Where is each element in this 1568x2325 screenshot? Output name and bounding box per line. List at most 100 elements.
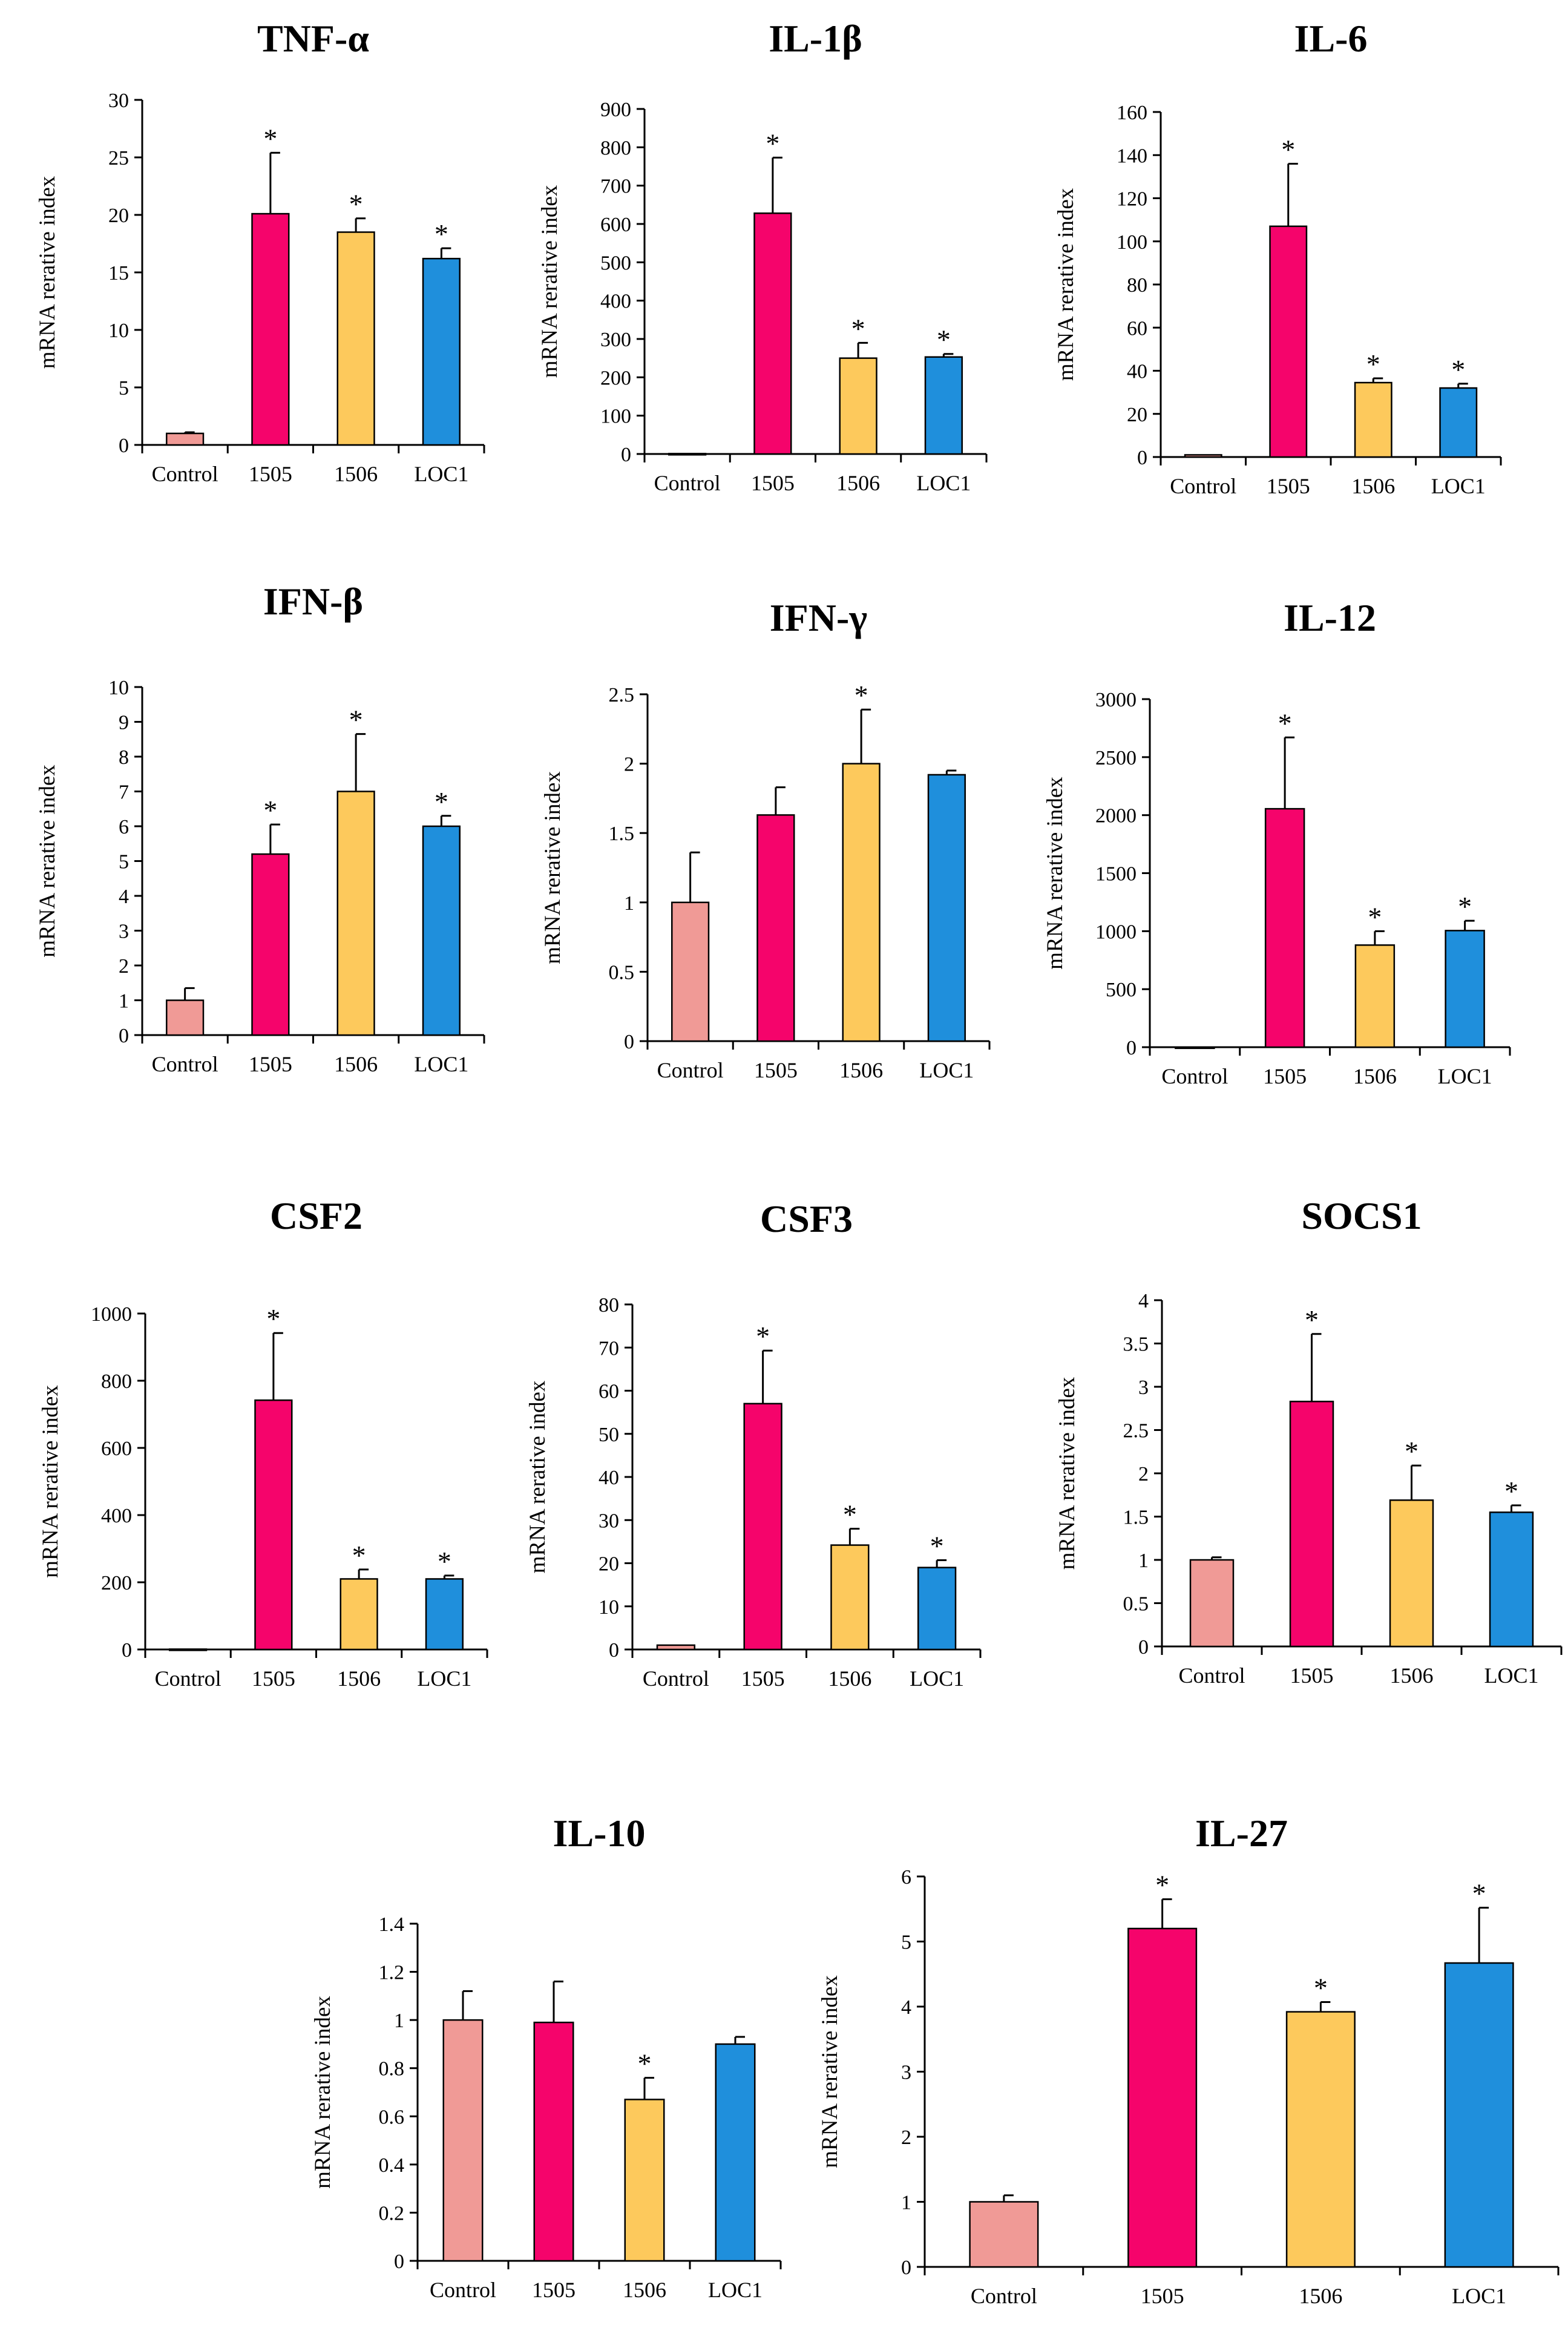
y-tick-label: 20 [108, 205, 129, 227]
y-tick-label: 60 [599, 1381, 619, 1403]
bar [927, 774, 966, 1042]
chart-title: IL-27 [1195, 1812, 1288, 1855]
bar [254, 1399, 293, 1651]
x-tick-label: 1506 [1353, 1064, 1397, 1088]
y-tick-label: 1.4 [379, 1913, 405, 1936]
y-tick-label: 900 [600, 99, 631, 121]
y-tick-label: 20 [599, 1553, 619, 1576]
y-axis-label: mRNA rerative index [310, 1996, 335, 2189]
y-tick-label: 7 [119, 781, 129, 804]
y-tick-label: 3 [901, 2062, 911, 2084]
y-tick-label: 10 [108, 677, 129, 699]
x-tick-label: LOC1 [414, 1052, 468, 1076]
y-tick-label: 600 [101, 1438, 132, 1460]
x-tick-label: 1505 [249, 462, 292, 486]
y-tick-label: 0 [1137, 447, 1147, 469]
y-tick-label: 2 [901, 2126, 911, 2149]
significance-marker: * [930, 1531, 944, 1562]
y-tick-label: 0 [901, 2257, 911, 2279]
y-axis-label: mRNA rerative index [540, 771, 565, 964]
chart-title: IFN-β [263, 580, 363, 623]
bar [251, 853, 290, 1036]
y-tick-label: 1.2 [379, 1962, 405, 1984]
bar [668, 453, 707, 456]
x-tick-label: 1506 [839, 1058, 883, 1082]
x-tick-label: 1505 [252, 1666, 295, 1691]
y-tick-label: 0 [621, 444, 631, 466]
y-tick-label: 100 [600, 406, 631, 428]
bar [1489, 1511, 1534, 1648]
chart-title: IFN-γ [770, 596, 868, 639]
y-tick-label: 0 [1126, 1037, 1137, 1059]
y-tick-label: 30 [599, 1510, 619, 1532]
x-tick-label: Control [152, 462, 218, 486]
bar [715, 2043, 756, 2262]
bar [624, 2099, 665, 2262]
y-tick-label: 160 [1117, 102, 1147, 124]
x-tick-label: Control [430, 2278, 496, 2302]
y-tick-label: 5 [119, 377, 129, 400]
y-tick-label: 10 [108, 320, 129, 342]
y-tick-label: 80 [1127, 274, 1147, 297]
y-axis-label: mRNA rerative index [35, 765, 60, 958]
bar [1285, 2011, 1356, 2268]
bar [251, 212, 290, 446]
significance-marker: * [438, 1546, 451, 1577]
bar [1189, 1559, 1235, 1648]
y-axis-label: mRNA rerative index [38, 1385, 63, 1578]
y-tick-label: 2000 [1095, 805, 1137, 827]
bar [924, 356, 963, 455]
y-tick-label: 6 [119, 816, 129, 838]
y-tick-label: 3000 [1095, 689, 1137, 711]
significance-marker: * [1472, 1878, 1486, 1909]
y-tick-label: 3 [119, 921, 129, 943]
bar [336, 791, 375, 1036]
x-tick-label: 1505 [741, 1666, 785, 1691]
chart-title: TNF-α [257, 17, 369, 60]
significance-marker: * [266, 1303, 280, 1334]
significance-marker: * [756, 1321, 770, 1352]
y-tick-label: 10 [599, 1596, 619, 1619]
x-tick-label: 1505 [751, 471, 795, 495]
bar [1264, 807, 1305, 1048]
y-tick-label: 0 [119, 1025, 129, 1047]
x-tick-label: 1505 [1290, 1663, 1334, 1688]
significance-marker: * [1451, 354, 1465, 385]
y-tick-label: 0.4 [379, 2154, 405, 2177]
y-tick-label: 2.5 [1123, 1420, 1149, 1442]
chart-title: IL-1β [769, 17, 862, 60]
bar [1289, 1401, 1334, 1648]
y-tick-label: 2.5 [609, 684, 635, 706]
bar [756, 814, 795, 1042]
bar [830, 1544, 870, 1651]
bar [1444, 1962, 1514, 2268]
bar [743, 1403, 782, 1651]
bar [671, 901, 710, 1042]
y-tick-label: 400 [600, 291, 631, 313]
x-tick-label: LOC1 [1431, 474, 1486, 498]
x-tick-label: 1506 [1390, 1663, 1434, 1688]
bar [1269, 225, 1308, 458]
y-tick-label: 1 [394, 2010, 404, 2032]
x-tick-label: LOC1 [414, 462, 468, 486]
y-tick-label: 3 [1138, 1376, 1149, 1399]
x-tick-label: 1506 [1299, 2284, 1342, 2308]
y-tick-label: 0 [1138, 1636, 1149, 1659]
y-tick-label: 50 [599, 1424, 619, 1446]
y-tick-label: 1.5 [1123, 1507, 1149, 1529]
y-tick-label: 3.5 [1123, 1334, 1149, 1356]
x-tick-label: 1505 [532, 2278, 576, 2302]
significance-marker: * [263, 123, 277, 154]
significance-marker: * [435, 786, 448, 817]
y-tick-label: 0.8 [379, 2058, 405, 2080]
y-tick-label: 0.2 [379, 2202, 405, 2225]
significance-marker: * [855, 680, 868, 711]
bar [166, 999, 205, 1036]
significance-marker: * [1405, 1436, 1419, 1467]
x-tick-label: LOC1 [417, 1666, 471, 1691]
y-axis-label: mRNA rerative index [1054, 188, 1078, 381]
y-tick-label: 200 [600, 367, 631, 389]
bar [1127, 1927, 1198, 2268]
bar [422, 257, 461, 446]
